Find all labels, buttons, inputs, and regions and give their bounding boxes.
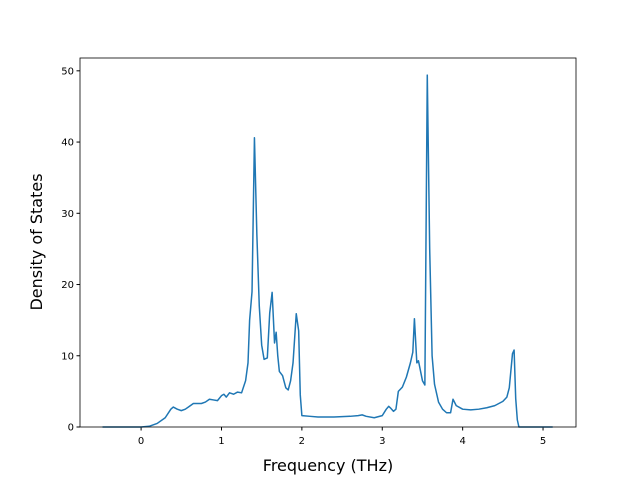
y-tick-label: 0 (68, 423, 74, 434)
y-tick-label: 20 (61, 280, 74, 291)
y-tick-label: 50 (61, 66, 74, 77)
plot-frame (79, 57, 577, 428)
x-tick-label: 4 (459, 436, 465, 447)
dos-line (102, 74, 553, 428)
y-tick-label: 30 (61, 209, 74, 220)
y-tick-label: 10 (61, 351, 74, 362)
x-axis-label: Frequency (THz) (263, 456, 393, 475)
x-tick-label: 3 (379, 436, 385, 447)
x-tick-label: 5 (540, 436, 546, 447)
x-tick-label: 2 (299, 436, 305, 447)
y-tick-label: 40 (61, 138, 74, 149)
x-tick-label: 0 (138, 436, 144, 447)
y-axis-label: Density of States (27, 173, 46, 310)
x-tick-label: 1 (218, 436, 224, 447)
